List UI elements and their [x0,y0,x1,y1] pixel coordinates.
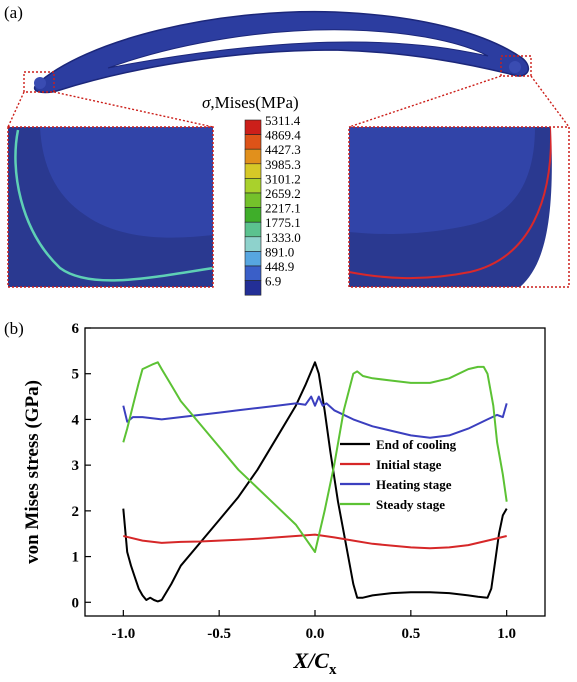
y-axis-label: von Mises stress (GPa) [22,380,43,564]
colorbar-level-label: 2659.2 [265,186,301,201]
colorbar-swatch [244,236,262,252]
colorbar-title: σ,Mises(MPa) [202,93,299,112]
legend-label: Initial stage [376,457,442,472]
x-axis-label: X/Cx [293,648,337,678]
colorbar-level-label: 1775.1 [265,215,301,230]
colorbar-swatches [244,119,262,296]
panel-a-label: (a) [4,3,23,22]
x-tick-label: 1.0 [497,626,516,642]
stress-line-chart: 0 1 2 3 4 5 6 -1.0 -0.5 0.0 0.5 1.0 End of cooling… [22,321,546,678]
colorbar-level-label: 5311.4 [265,113,301,128]
colorbar-swatch [244,207,262,223]
colorbar-swatch [244,148,262,165]
right-zoom-view [348,126,570,288]
colorbar-level-label: 2217.1 [265,201,301,216]
series-line-initial-stage [123,533,507,550]
turbine-blade [33,10,530,94]
y-tick-label: 1 [72,550,80,566]
legend-label: End of cooling [376,437,457,452]
y-tick-label: 3 [72,458,80,474]
colorbar-labels: 5311.44869.44427.33985.33101.22659.22217… [265,113,301,289]
x-axis-label-main: X/C [293,648,330,673]
colorbar-swatch [244,119,262,135]
series-line-heating-stage [122,395,508,439]
y-tick-label: 5 [72,367,80,383]
legend: End of cooling Initial stage Heating stage… [340,437,457,512]
x-tick-label: 0.0 [306,626,325,642]
colorbar-swatch [244,221,262,238]
plot-frame [84,327,546,617]
colorbar-title-symbol: σ [202,93,211,112]
colorbar-swatch [244,163,262,179]
y-tick-label: 0 [72,595,80,611]
colorbar-level-label: 3101.2 [265,171,301,186]
left-zoom-view [7,126,214,288]
colorbar-swatch [244,251,262,267]
x-tick-label: -1.0 [111,626,135,642]
colorbar-title-text: ,Mises(MPa) [210,93,298,112]
series-line-end-of-cooling [122,361,508,603]
colorbar: σ,Mises(MPa) 5311.44869.44427.33985.3310… [202,93,301,296]
y-tick-label: 6 [72,321,80,337]
colorbar-swatch [244,178,262,194]
colorbar-level-label: 4869.4 [265,128,301,143]
colorbar-level-label: 1333.0 [265,230,301,245]
x-tick-label: 0.5 [401,626,420,642]
colorbar-level-label: 3985.3 [265,157,301,172]
panel-b-label: (b) [4,319,24,338]
zoom-indicators [7,55,570,128]
colorbar-level-label: 4427.3 [265,142,301,157]
colorbar-level-label: 448.9 [265,259,294,274]
colorbar-swatch [244,265,262,281]
colorbar-swatch [244,280,262,296]
x-axis-label-sub: x [329,662,337,678]
x-tick-label: -0.5 [207,626,231,642]
colorbar-level-label: 891.0 [265,244,294,259]
y-tick-label: 2 [72,504,80,520]
legend-label: Heating stage [376,477,452,492]
series-lines [122,361,508,603]
y-tick-label: 4 [72,412,80,428]
legend-label: Steady stage [376,497,445,512]
colorbar-level-label: 6.9 [265,274,281,289]
colorbar-swatch [244,192,262,208]
y-axis-ticks: 0 1 2 3 4 5 6 [72,321,91,611]
x-axis-ticks: -1.0 -0.5 0.0 0.5 1.0 [111,610,516,642]
series-line-steady-stage [122,361,508,553]
colorbar-swatch [244,134,262,150]
